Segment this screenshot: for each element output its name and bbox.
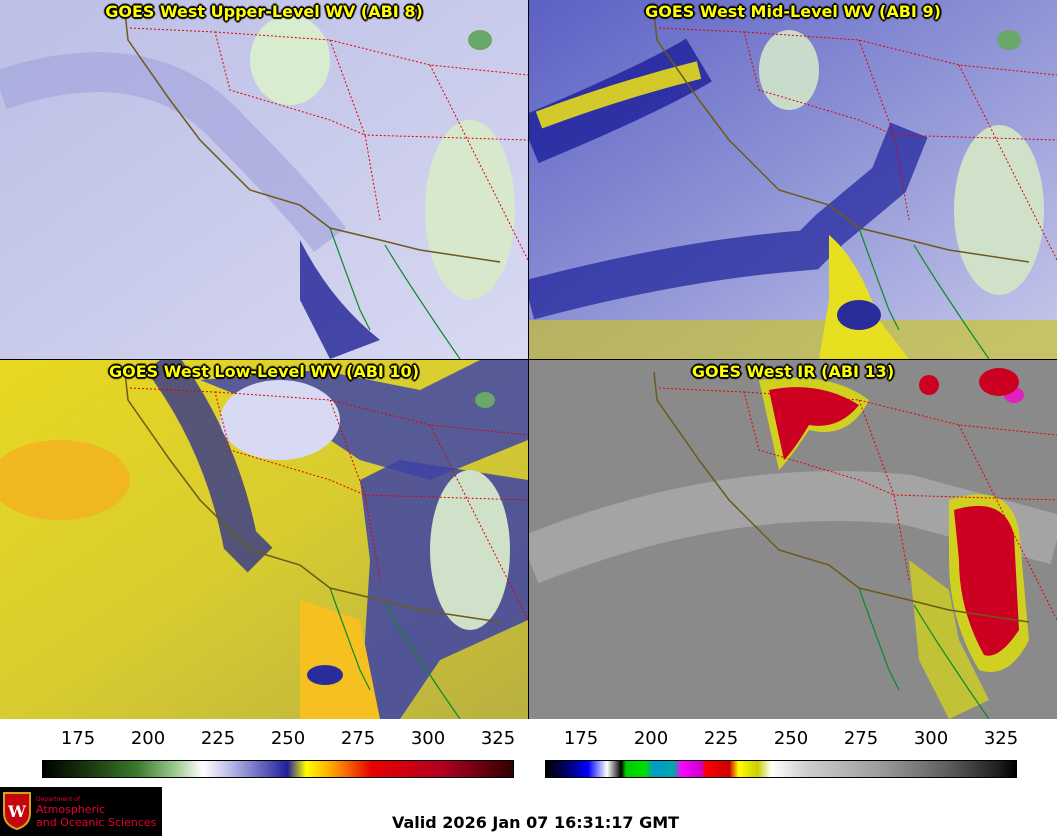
ir-colorbar xyxy=(545,760,1017,778)
wv-tick-label: 200 xyxy=(130,728,166,749)
logo-dept-text: Department of xyxy=(36,796,80,803)
wv-colorbar-ticks: 175 200 225 250 275 300 325 xyxy=(0,728,528,758)
logo-line2: and Oceanic Sciences xyxy=(36,816,157,829)
ir-tick-label: 300 xyxy=(913,728,949,749)
panel-divider-horizontal xyxy=(0,359,1057,360)
mid-level-wv-image xyxy=(529,0,1057,359)
svg-text:W: W xyxy=(7,802,27,821)
logo-line1: Atmospheric xyxy=(36,803,106,816)
wv-tick-label: 325 xyxy=(480,728,516,749)
wv-colorbar xyxy=(42,760,514,778)
ir-tick-label: 275 xyxy=(843,728,879,749)
panel-mid-level-wv: GOES West Mid-Level WV (ABI 9) xyxy=(529,0,1057,359)
panel-title: GOES West Low-Level WV (ABI 10) xyxy=(108,362,419,381)
valid-time: Valid 2026 Jan 07 16:31:17 GMT xyxy=(392,813,680,832)
upper-level-wv-image xyxy=(0,0,528,359)
wv-tick-label: 225 xyxy=(200,728,236,749)
ir-tick-label: 200 xyxy=(633,728,669,749)
panel-low-level-wv: GOES West Low-Level WV (ABI 10) xyxy=(0,360,528,719)
aos-logo: W Department of Atmospheric and Oceanic … xyxy=(0,787,162,836)
low-level-wv-image xyxy=(0,360,528,719)
panel-ir: GOES West IR (ABI 13) xyxy=(529,360,1057,719)
uw-crest-icon: W xyxy=(3,792,31,831)
ir-tick-label: 325 xyxy=(983,728,1019,749)
panel-upper-level-wv: GOES West Upper-Level WV (ABI 8) xyxy=(0,0,528,359)
wv-tick-label: 250 xyxy=(270,728,306,749)
panel-title: GOES West IR (ABI 13) xyxy=(691,362,895,381)
wv-tick-label: 175 xyxy=(60,728,96,749)
ir-image xyxy=(529,360,1057,719)
panel-title: GOES West Upper-Level WV (ABI 8) xyxy=(105,2,423,21)
panel-title: GOES West Mid-Level WV (ABI 9) xyxy=(645,2,941,21)
wv-tick-label: 300 xyxy=(410,728,446,749)
ir-tick-label: 175 xyxy=(563,728,599,749)
ir-tick-label: 250 xyxy=(773,728,809,749)
wv-tick-label: 275 xyxy=(340,728,376,749)
ir-colorbar-ticks: 175 200 225 250 275 300 325 xyxy=(529,728,1057,758)
ir-tick-label: 225 xyxy=(703,728,739,749)
